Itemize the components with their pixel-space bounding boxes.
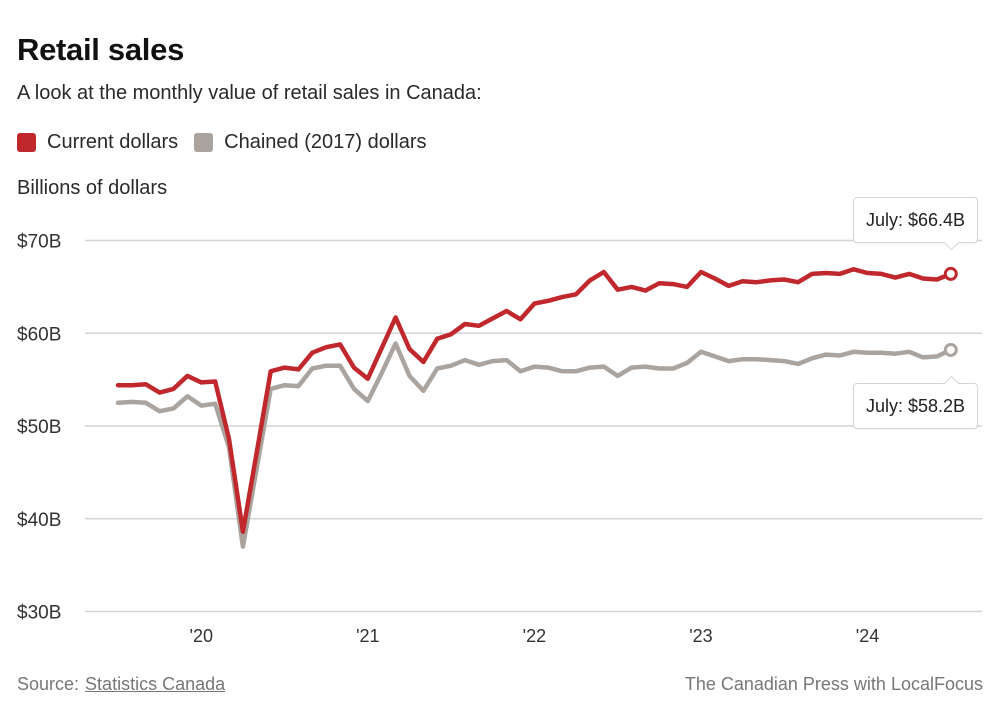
credit-line: The Canadian Press with LocalFocus — [684, 674, 983, 694]
x-tick-label: '22 — [523, 626, 546, 646]
y-tick-label: $30B — [17, 603, 61, 624]
gridlines — [85, 239, 982, 613]
chart-title: Retail sales — [17, 32, 185, 67]
tooltip-chained-dollars: July: $58.2B — [853, 375, 979, 429]
x-tick-label: '24 — [856, 626, 879, 646]
end-markers — [943, 266, 958, 357]
tooltip-chained-text: July: $58.2B — [866, 396, 966, 416]
legend-label-chained: Chained (2017) dollars — [224, 131, 427, 153]
legend-swatch-chained — [194, 133, 214, 152]
end-marker-current — [943, 266, 958, 281]
tooltip-current-text: July: $66.4B — [866, 210, 966, 230]
end-marker-chained — [943, 342, 958, 357]
y-axis-ticks: $30B $40B $50B $60B $70B — [17, 232, 61, 624]
chart-subtitle: A look at the monthly value of retail sa… — [17, 82, 482, 104]
x-tick-label: '20 — [190, 626, 213, 646]
tooltip-current-dollars: July: $66.4B — [853, 197, 979, 251]
y-tick-label: $70B — [17, 232, 61, 253]
legend: Current dollars Chained (2017) dollars — [17, 131, 443, 154]
x-axis-ticks: '20 '21 '22 '23 '24 — [190, 626, 880, 646]
source-link[interactable]: Statistics Canada — [85, 674, 226, 694]
series-lines — [115, 267, 954, 549]
y-tick-label: $60B — [17, 324, 61, 345]
legend-swatch-current — [17, 133, 36, 152]
x-tick-label: '23 — [689, 626, 712, 646]
legend-item-chained[interactable]: Chained (2017) dollars — [194, 131, 427, 154]
legend-label-current: Current dollars — [47, 131, 179, 153]
series-line-current-dollars — [115, 267, 954, 534]
series-line-chained-dollars — [115, 341, 954, 549]
y-tick-label: $40B — [17, 510, 61, 531]
source-note: Source: Statistics Canada — [17, 674, 225, 695]
y-tick-label: $50B — [17, 417, 61, 438]
y-axis-unit-label: Billions of dollars — [17, 177, 168, 199]
x-tick-label: '21 — [356, 626, 379, 646]
source-prefix: Source: — [17, 674, 80, 694]
legend-item-current[interactable]: Current dollars — [17, 131, 178, 154]
